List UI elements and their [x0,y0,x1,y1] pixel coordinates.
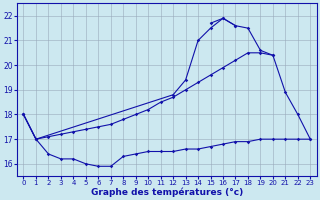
X-axis label: Graphe des températures (°c): Graphe des températures (°c) [91,187,243,197]
